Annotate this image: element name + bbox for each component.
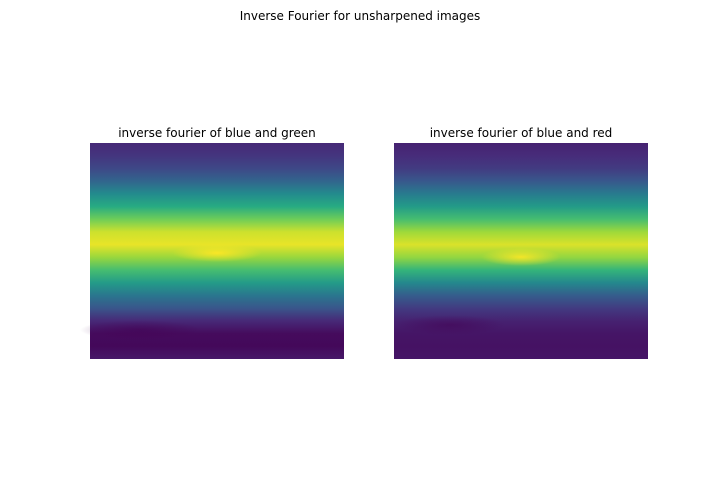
heatmap-panel-blue-green: inverse fourier of blue and green	[80, 126, 344, 359]
heatmap-dark-band-blue-green	[80, 320, 200, 340]
heatmap-panel-blue-red: inverse fourier of blue and red	[394, 126, 648, 359]
heatmap-title-blue-green: inverse fourier of blue and green	[118, 126, 316, 140]
heatmap-peak-blue-red	[481, 248, 561, 266]
figure-suptitle: Inverse Fourier for unsharpened images	[240, 9, 481, 23]
heatmap-peak-blue-green	[172, 244, 262, 262]
heatmap-title-blue-red: inverse fourier of blue and red	[430, 126, 613, 140]
heatmap-dark-band-blue-red	[395, 315, 505, 335]
